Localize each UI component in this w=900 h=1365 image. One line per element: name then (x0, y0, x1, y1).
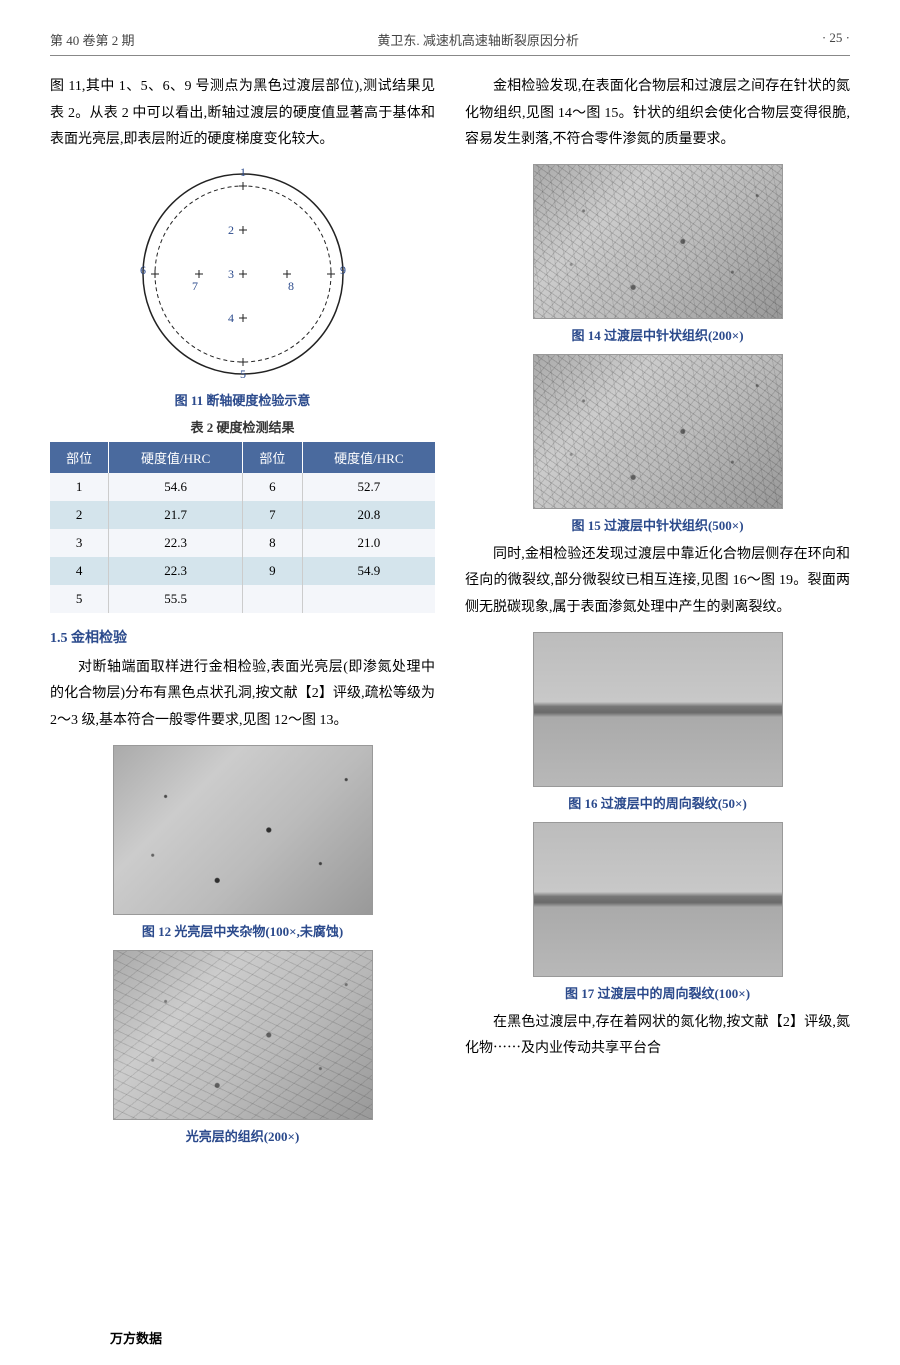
figure-16: 图 16 过渡层中的周向裂纹(50×) (465, 632, 850, 812)
table-cell: 1 (50, 473, 109, 501)
figure-15: 图 15 过渡层中针状组织(500×) (465, 354, 850, 534)
fig15-image (533, 354, 783, 509)
fig15-caption: 图 15 过渡层中针状组织(500×) (571, 515, 743, 534)
table-row: 422.3954.9 (50, 557, 435, 585)
table-row: 221.7720.8 (50, 501, 435, 529)
svg-text:7: 7 (192, 279, 198, 293)
figure-14: 图 14 过渡层中针状组织(200×) (465, 164, 850, 344)
svg-text:8: 8 (288, 279, 294, 293)
para-r2: 同时,金相检验还发现过渡层中靠近化合物层侧存在环向和径向的微裂纹,部分微裂纹已相… (465, 542, 850, 622)
table-cell: 9 (242, 557, 302, 585)
table-2: 部位硬度值/HRC部位硬度值/HRC154.6652.7221.7720.832… (50, 442, 435, 613)
svg-text:9: 9 (340, 263, 346, 277)
fig14-image (533, 164, 783, 319)
fig11-caption: 图 11 断轴硬度检验示意 (175, 390, 311, 409)
svg-text:5: 5 (240, 367, 246, 381)
fig16-caption: 图 16 过渡层中的周向裂纹(50×) (568, 793, 747, 812)
table-row: 154.6652.7 (50, 473, 435, 501)
table-cell: 3 (50, 529, 109, 557)
table-cell: 52.7 (302, 473, 435, 501)
fig17-caption: 图 17 过渡层中的周向裂纹(100×) (565, 983, 750, 1002)
para-r1: 金相检验发现,在表面化合物层和过渡层之间存在针状的氮化物组织,见图 14～图 1… (465, 74, 850, 154)
table-cell: 22.3 (109, 557, 243, 585)
header-left: 第 40 卷第 2 期 (50, 30, 135, 49)
para-l2: 对断轴端面取样进行金相检验,表面光亮层(即渗氮处理中的化合物层)分布有黑色点状孔… (50, 655, 435, 735)
table-cell: 22.3 (109, 529, 243, 557)
page: 第 40 卷第 2 期 黄卫东. 减速机高速轴断裂原因分析 · 25 · 图 1… (0, 0, 900, 1365)
table-header-cell: 硬度值/HRC (109, 442, 243, 473)
fig17-image (533, 822, 783, 977)
right-column: 金相检验发现,在表面化合物层和过渡层之间存在针状的氮化物组织,见图 14～图 1… (465, 74, 850, 1153)
footer-wanfang: 万方数据 (110, 1328, 162, 1347)
table-cell: 55.5 (109, 585, 243, 613)
figure-13: 光亮层的组织(200×) (50, 950, 435, 1145)
table-cell: 7 (242, 501, 302, 529)
table-cell: 21.7 (109, 501, 243, 529)
table-cell (242, 585, 302, 613)
fig13-image (113, 950, 373, 1120)
table-header-cell: 部位 (242, 442, 302, 473)
table-header-cell: 硬度值/HRC (302, 442, 435, 473)
table-header-cell: 部位 (50, 442, 109, 473)
figure-11: 1 2 3 4 5 6 7 8 9 图 11 断轴硬度检验示意 (50, 164, 435, 409)
figure-17: 图 17 过渡层中的周向裂纹(100×) (465, 822, 850, 1002)
table-cell: 20.8 (302, 501, 435, 529)
header-center: 黄卫东. 减速机高速轴断裂原因分析 (377, 30, 579, 49)
table-cell: 8 (242, 529, 302, 557)
left-column: 图 11,其中 1、5、6、9 号测点为黑色过渡层部位),测试结果见表 2。从表… (50, 74, 435, 1153)
para-r3: 在黑色过渡层中,存在着网状的氮化物,按文献【2】评级,氮化物⋯⋯及内业传动共享平… (465, 1010, 850, 1063)
table-cell: 4 (50, 557, 109, 585)
table-cell: 54.9 (302, 557, 435, 585)
fig16-image (533, 632, 783, 787)
section-1-5: 1.5 金相检验 (50, 627, 435, 647)
header-right: · 25 · (822, 30, 850, 49)
table-cell (302, 585, 435, 613)
table-cell: 6 (242, 473, 302, 501)
fig14-caption: 图 14 过渡层中针状组织(200×) (571, 325, 743, 344)
page-header: 第 40 卷第 2 期 黄卫东. 减速机高速轴断裂原因分析 · 25 · (50, 30, 850, 56)
svg-text:3: 3 (228, 267, 234, 281)
svg-text:6: 6 (140, 263, 146, 277)
table-row: 555.5 (50, 585, 435, 613)
table-row: 322.3821.0 (50, 529, 435, 557)
content-columns: 图 11,其中 1、5、6、9 号测点为黑色过渡层部位),测试结果见表 2。从表… (50, 74, 850, 1153)
svg-text:4: 4 (228, 311, 234, 325)
fig11-svg: 1 2 3 4 5 6 7 8 9 (128, 164, 358, 384)
para-l1: 图 11,其中 1、5、6、9 号测点为黑色过渡层部位),测试结果见表 2。从表… (50, 74, 435, 154)
svg-text:2: 2 (228, 223, 234, 237)
fig13-caption: 光亮层的组织(200×) (186, 1126, 300, 1145)
table2-title: 表 2 硬度检测结果 (50, 417, 435, 436)
figure-12: 图 12 光亮层中夹杂物(100×,未腐蚀) (50, 745, 435, 940)
table-cell: 54.6 (109, 473, 243, 501)
fig12-image (113, 745, 373, 915)
table-cell: 21.0 (302, 529, 435, 557)
svg-text:1: 1 (240, 165, 246, 179)
table-cell: 5 (50, 585, 109, 613)
table-cell: 2 (50, 501, 109, 529)
fig12-caption: 图 12 光亮层中夹杂物(100×,未腐蚀) (142, 921, 343, 940)
